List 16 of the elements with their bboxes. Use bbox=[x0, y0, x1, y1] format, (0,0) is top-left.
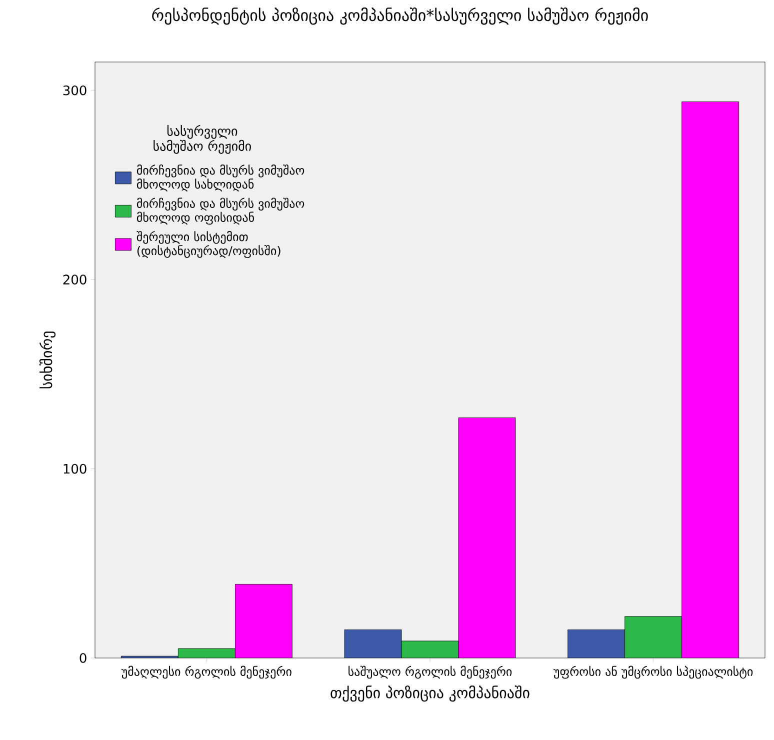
y-tick-label: 100 bbox=[64, 464, 86, 474]
legend-label: მირჩევნია და მსურს ვიმუშაო მხოლოდ სახლიდან bbox=[136, 164, 304, 192]
y-tick-label: 300 bbox=[63, 85, 86, 96]
bar bbox=[624, 616, 682, 658]
bar bbox=[401, 640, 459, 658]
legend-label: შერეული სისტემით (დისტანციურად/ოფისში) bbox=[136, 231, 280, 258]
y-axis-title: სიხშირე bbox=[39, 332, 56, 388]
legend-label: მირჩევნია და მსურს ვიმუშაო მხოლოდ ოფისიდან bbox=[136, 198, 304, 225]
x-tick-label: უფროსი ან უმცროსი სპეციალისტი bbox=[554, 666, 753, 679]
x-tick-label: უმაღლესი რგოლის მენეჯერი bbox=[121, 666, 292, 679]
y-tick-label: 200 bbox=[63, 274, 86, 285]
legend-title: სასურველი სამუშაო რეჟიმი bbox=[154, 124, 251, 154]
x-tick-label: საშუალო რგოლის მენეჯერი bbox=[348, 666, 512, 679]
y-tick-label: 0 bbox=[80, 653, 86, 663]
chart-title: რესპონდენტის პოზიცია კომპანიაში*სასურველი სამუშაო რეჟიმი bbox=[152, 8, 648, 25]
x-axis-title: თქვენი პოზიცია კომპანიაში bbox=[330, 686, 530, 702]
